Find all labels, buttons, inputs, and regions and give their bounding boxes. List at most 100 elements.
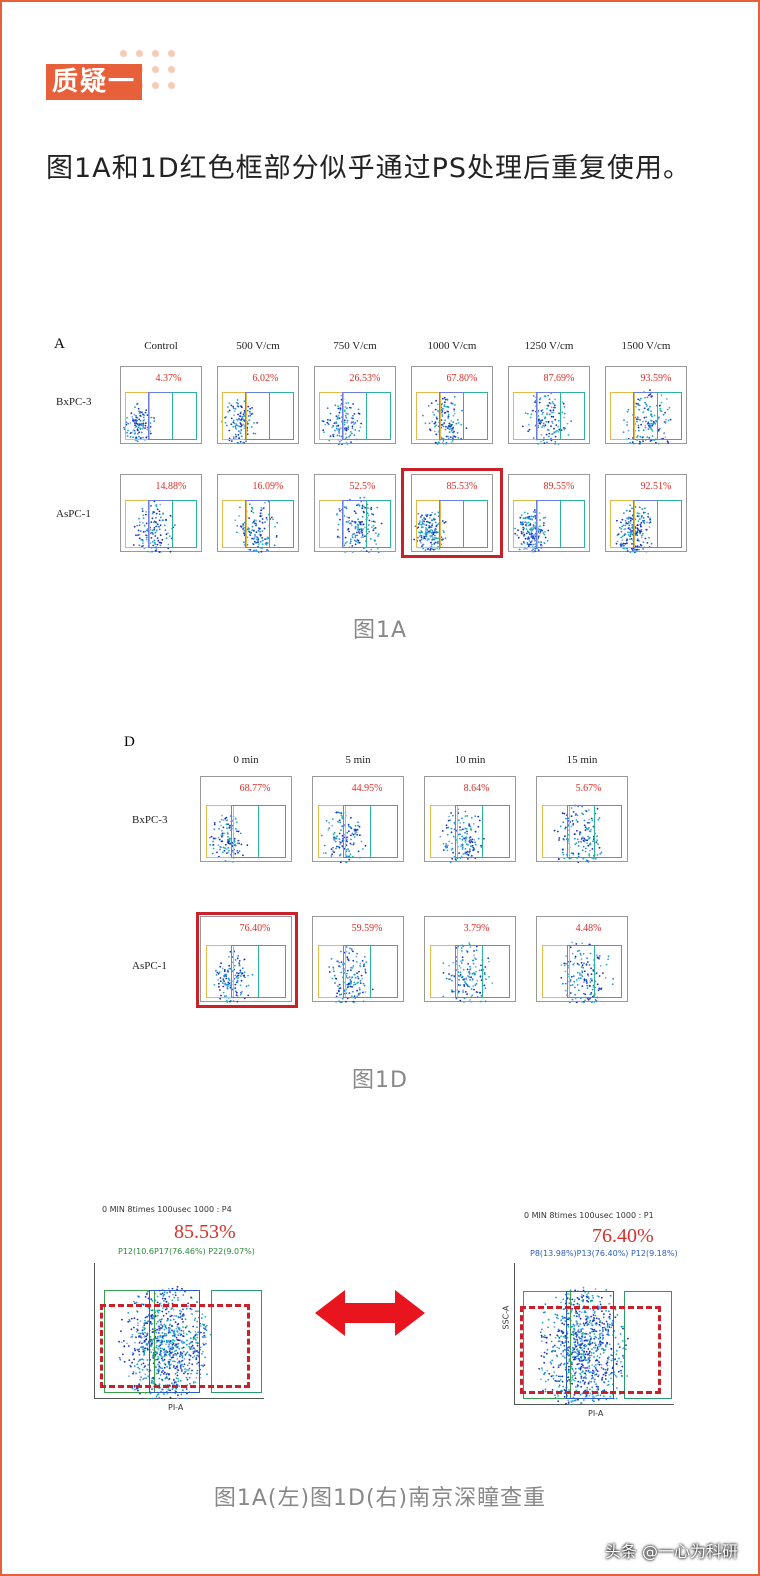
right-plot-title: 0 MIN 8times 100usec 1000 : P1 [524,1211,654,1220]
fig-d-aspc1-gate [258,945,286,998]
scatter-cloud [442,942,494,1003]
fig-d-aspc1-plot: 59.59% [312,916,404,1003]
fig-a-bxpc3-gate [222,392,247,440]
fig-a-bxpc3-gate [439,392,464,440]
fig-a-bxpc3-gate [319,392,344,440]
fig-d-bxpc3-plot: 8.64% [424,776,516,863]
fig-a-bxpc3-percent: 26.53% [349,373,381,384]
fig-a-aspc1-percent: 52.5% [349,481,376,492]
double-arrow-icon [315,1290,425,1336]
fig-d-highlight-box [196,912,298,1008]
right-axes [514,1263,674,1405]
fig-a-aspc1-gate [222,500,247,548]
fig-a-bxpc3-gate [269,392,294,440]
fig-d-bxpc3-gate [482,805,510,858]
fig-d-column-header: 5 min [345,754,371,766]
watermark: 头条 @一心为科研 [604,1542,738,1561]
scatter-cloud [538,1286,629,1405]
fig-a-aspc1-gate [657,500,682,548]
fig-a-bxpc3-gate [633,392,658,440]
fig-a-bxpc3-percent: 87.69% [543,373,575,384]
fig-d-bxpc3-gate [430,805,458,858]
fig-a-aspc1-gate [125,500,150,548]
fig-d-bxpc3-percent: 8.64% [463,783,490,794]
panel-letter-d: D [124,734,135,750]
fig-d-bxpc3-gate [455,805,483,858]
fig-a-aspc1-percent: 16.09% [252,481,284,492]
left-gate [149,1290,200,1393]
fig-d-aspc1-percent: 76.40% [239,923,271,934]
fig-a-aspc1-plot: 16.09% [217,474,299,553]
figure-1a: A Control 500 V/cm 750 V/cm 1000 V/cm 1250 V… [50,330,710,580]
fig-d-aspc1-gate [455,945,483,998]
fig-a-column-header: 1250 V/cm [524,340,574,352]
left-gate [211,1290,262,1393]
fig-a-column-header: 1000 V/cm [427,340,477,352]
fig-d-aspc1-gate [542,945,570,998]
fig-a-aspc1-gate [536,500,561,548]
fig-a-aspc1-gate [513,500,538,548]
fig-d-aspc1-gate [567,945,595,998]
scatter-cloud [213,950,254,1003]
fig-a-aspc1-gate [269,500,294,548]
fig-a-aspc1-gate [319,500,344,548]
fig-d-bxpc3-gate [567,805,595,858]
fig-d-bxpc3-gate [343,805,371,858]
right-plot-ylabel: SSC-A [501,1305,511,1330]
article-paragraph: 图1A和1D红色框部分似乎通过PS处理后重复使用。 [46,153,692,184]
fig-a-aspc1-percent: 92.51% [640,481,672,492]
fig-d-aspc1-gate [343,945,371,998]
fig-d-bxpc3-gate [258,805,286,858]
fig-a-aspc1-gate [560,500,585,548]
comparison-caption: 图1A(左)图1D(右)南京深瞳查重 [213,1486,547,1511]
left-plot-xlabel: PI-A [168,1403,184,1412]
fig-a-bxpc3-plot: 6.02% [217,366,299,444]
right-plot-xlabel: PI-A [588,1409,604,1418]
left-gate [104,1290,155,1393]
fig-d-aspc1-gate [594,945,622,998]
fig-a-bxpc3-gate [513,392,538,440]
fig-a-bxpc3-plot: 67.80% [411,366,493,445]
scatter-cloud [439,808,485,863]
panel-letter-a: A [54,336,65,352]
fig-d-bxpc3-percent: 5.67% [575,783,602,794]
fig-a-bxpc3-gate [610,392,635,440]
fig-a-aspc1-gate [245,500,270,548]
fig-d-bxpc3-plot: 44.95% [312,776,404,863]
section-badge: 质疑一 [46,64,143,100]
fig-d-aspc1-gate [430,945,458,998]
right-plot-percent: 76.40% [592,1225,654,1247]
fig-a-aspc1-gate [342,500,367,548]
fig-a-bxpc3-gate [657,392,682,440]
scatter-cloud [560,941,614,1003]
fig-a-aspc1-plot: 14.88% [120,474,202,553]
fig-d-bxpc3-gate [370,805,398,858]
scatter-cloud [553,804,603,863]
fig-d-column-header: 10 min [454,754,486,766]
fig-a-aspc1-gate [633,500,658,548]
scatter-cloud [321,394,362,445]
fig-a-bxpc3-gate [245,392,270,440]
fig-a-aspc1-percent: 89.55% [543,481,575,492]
fig-a-bxpc3-gate [125,392,150,440]
fig-a-aspc1-gate [416,500,441,548]
fig-a-bxpc3-plot: 26.53% [314,366,396,445]
fig-a-bxpc3-gate [416,392,441,440]
fig-a-highlight-box [401,468,503,558]
right-dashed-highlight [519,1305,661,1394]
left-plot-title: 0 MIN 8times 100usec 1000 : P4 [102,1205,232,1214]
fig-d-aspc1-plot: 3.79% [424,916,516,1003]
fig-a-bxpc3-plot: 93.59% [605,366,687,445]
fig-d-aspc1-percent: 3.79% [463,923,490,934]
fig-a-bxpc3-gate [536,392,561,440]
right-gate [566,1291,614,1399]
fig-d-row-label: AsPC-1 [132,960,167,972]
fig-d-aspc1-gate [318,945,346,998]
fig-a-bxpc3-percent: 6.02% [252,373,279,384]
comparison-right-plot: 0 MIN 8times 100usec 1000 : P1 76.40% P8… [480,1205,690,1420]
right-gate [523,1291,571,1399]
fig-a-row-label: BxPC-3 [56,396,92,408]
fig-d-aspc1-plot: 76.40% [200,916,292,1003]
figure-1d: D 0 min 5 min 10 min 15 min BxPC-3 AsPC-1 68.7… [120,730,640,1030]
